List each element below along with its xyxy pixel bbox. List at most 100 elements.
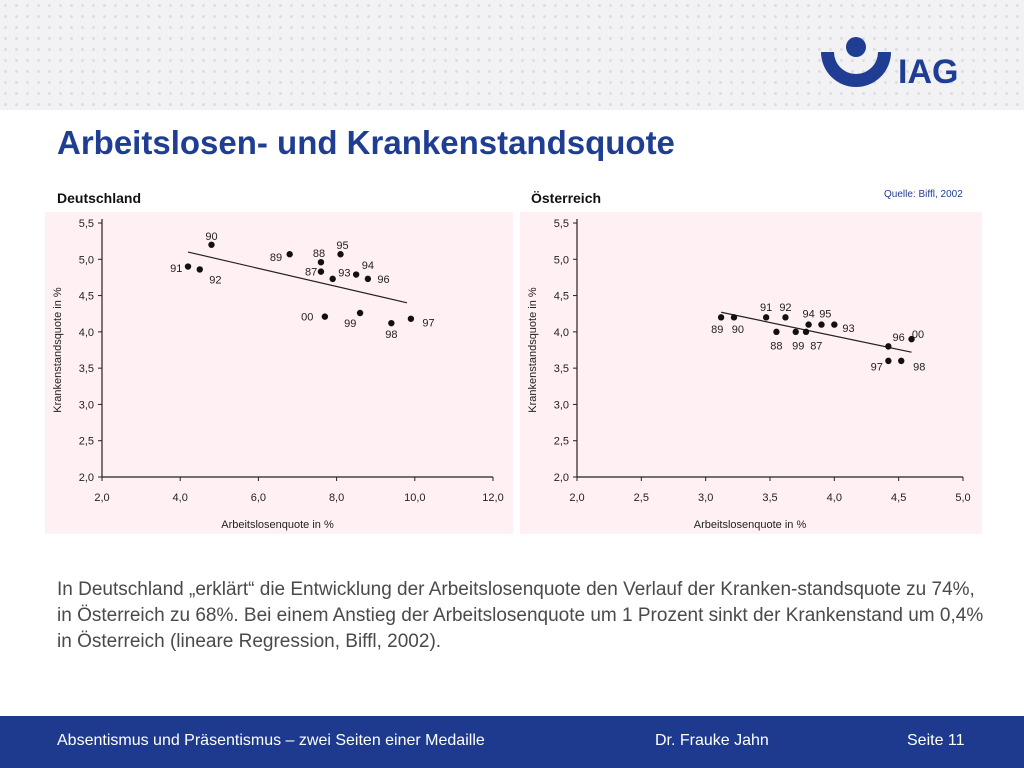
data-point-98 [898, 357, 905, 365]
data-point-label-98: 98 [913, 362, 925, 374]
footer-presentation-title: Absentismus und Präsentismus – zwei Seit… [57, 732, 485, 749]
y-tick-label: 3,0 [554, 399, 569, 411]
y-tick-label: 5,0 [554, 254, 569, 266]
data-point-label-00: 00 [912, 329, 924, 341]
x-axis-label: Arbeitslosenquote in % [221, 519, 334, 531]
data-point-label-88: 88 [313, 248, 325, 260]
y-tick-label: 4,0 [554, 327, 569, 339]
x-tick-label: 2,0 [569, 492, 584, 504]
data-point-00 [321, 313, 329, 320]
data-point-label-91: 91 [170, 263, 182, 275]
data-point-88 [773, 328, 780, 336]
data-point-00 [908, 335, 915, 343]
data-point-label-87: 87 [305, 267, 317, 279]
x-tick-label: 4,5 [891, 492, 906, 504]
data-point-label-94: 94 [362, 260, 374, 272]
logo-head-circle [846, 37, 866, 57]
chart-deutschland-svg: 2,0 4,0 6,0 8,0 10,0 12,0 2,0 2,5 3,0 3,5 4,0 4,5 5,… [52, 218, 504, 531]
y-tick-label: 4,0 [79, 327, 94, 339]
data-point-label-89: 89 [711, 324, 723, 336]
footer-bar: Absentismus und Präsentismus – zwei Seit… [0, 716, 1024, 768]
data-point-92 [196, 266, 203, 273]
x-tick-label: 8,0 [329, 492, 344, 504]
y-tick-label: 2,0 [79, 472, 94, 484]
x-tick-label: 12,0 [482, 492, 503, 504]
x-tick-label: 10,0 [404, 492, 425, 504]
source-note: Quelle: Biffl, 2002 [884, 189, 963, 200]
y-axis-label: Krankenstandsquote in % [527, 287, 539, 413]
iag-logo: IAG [821, 37, 958, 91]
x-tick-label: 2,0 [94, 492, 109, 504]
trend-line [187, 251, 408, 304]
data-point-label-99: 99 [344, 318, 356, 330]
data-point-96 [364, 275, 372, 283]
data-point-label-98: 98 [385, 329, 397, 341]
page-title: Arbeitslosen- und Krankenstandsquote [57, 124, 675, 161]
data-point-label-97: 97 [422, 317, 434, 329]
x-tick-label: 3,0 [698, 492, 713, 504]
data-point-label-95: 95 [336, 240, 348, 252]
data-point-89 [286, 251, 293, 258]
x-axis-label: Arbeitslosenquote in % [694, 519, 807, 531]
data-point-label-93: 93 [338, 267, 350, 279]
x-tick-label: 4,0 [173, 492, 188, 504]
data-point-87 [802, 328, 810, 336]
chart-oesterreich-svg: 2,0 2,5 3,0 3,5 4,0 4,5 5,0 2,0 2,5 3,0 3,5 4,0 4,5 5… [527, 218, 971, 531]
x-tick-label: 5,0 [955, 492, 970, 504]
y-tick-label: 2,5 [79, 436, 94, 448]
data-point-label-00: 00 [301, 312, 313, 324]
data-point-label-87: 87 [810, 341, 822, 353]
data-point-97 [407, 315, 415, 322]
data-point-label-93: 93 [842, 323, 854, 335]
logo-arc [821, 52, 891, 87]
data-point-98 [388, 319, 395, 327]
data-point-90 [208, 241, 215, 248]
data-point-99 [792, 328, 799, 336]
data-point-89 [717, 314, 725, 321]
data-point-label-95: 95 [819, 309, 831, 321]
footer-page-number: Seite 11 [907, 732, 965, 749]
y-axis-label: Krankenstandsquote in % [52, 287, 64, 413]
x-tick-label: 6,0 [251, 492, 266, 504]
data-point-88 [317, 258, 325, 266]
data-point-99 [356, 309, 364, 317]
y-tick-label: 3,5 [554, 363, 569, 375]
chart-label-oesterreich: Österreich [531, 190, 602, 206]
y-tick-label: 5,5 [79, 218, 94, 230]
data-point-label-90: 90 [205, 231, 217, 243]
chart-oesterreich: 2,0 2,5 3,0 3,5 4,0 4,5 5,0 2,0 2,5 3,0 3,5 4,0 4,5 5… [520, 212, 982, 534]
y-tick-label: 3,5 [79, 363, 94, 375]
data-point-90 [730, 314, 738, 321]
chart-label-deutschland: Deutschland [57, 190, 142, 206]
data-point-label-94: 94 [802, 309, 814, 321]
y-tick-label: 3,0 [79, 399, 94, 411]
data-point-87 [317, 268, 325, 275]
data-point-label-99: 99 [792, 341, 804, 353]
y-tick-label: 4,5 [79, 291, 94, 303]
data-point-label-90: 90 [732, 324, 744, 336]
data-point-92 [782, 314, 789, 321]
data-point-label-92: 92 [209, 275, 221, 287]
footer-author: Dr. Frauke Jahn [655, 732, 769, 749]
data-point-label-92: 92 [779, 302, 791, 314]
data-point-94 [352, 271, 360, 278]
data-point-97 [885, 357, 892, 365]
data-point-96 [885, 343, 892, 350]
data-point-95 [337, 251, 344, 258]
data-point-95 [818, 321, 825, 328]
data-point-93 [831, 321, 838, 328]
data-point-label-97: 97 [871, 362, 883, 374]
y-tick-label: 2,5 [554, 436, 569, 448]
y-tick-label: 5,0 [79, 254, 94, 266]
data-point-94 [805, 321, 812, 328]
data-point-label-96: 96 [893, 332, 905, 344]
chart-deutschland: 2,0 4,0 6,0 8,0 10,0 12,0 2,0 2,5 3,0 3,5 4,0 4,5 5,… [45, 212, 513, 534]
data-point-93 [329, 275, 336, 283]
data-point-label-96: 96 [377, 274, 389, 286]
description-text: In Deutschland „erklärt“ die Entwicklung… [57, 579, 984, 652]
y-tick-label: 4,5 [554, 291, 569, 303]
trend-line [720, 311, 912, 353]
logo-text: IAG [898, 53, 958, 91]
data-point-label-89: 89 [270, 252, 282, 264]
x-tick-label: 3,5 [762, 492, 777, 504]
